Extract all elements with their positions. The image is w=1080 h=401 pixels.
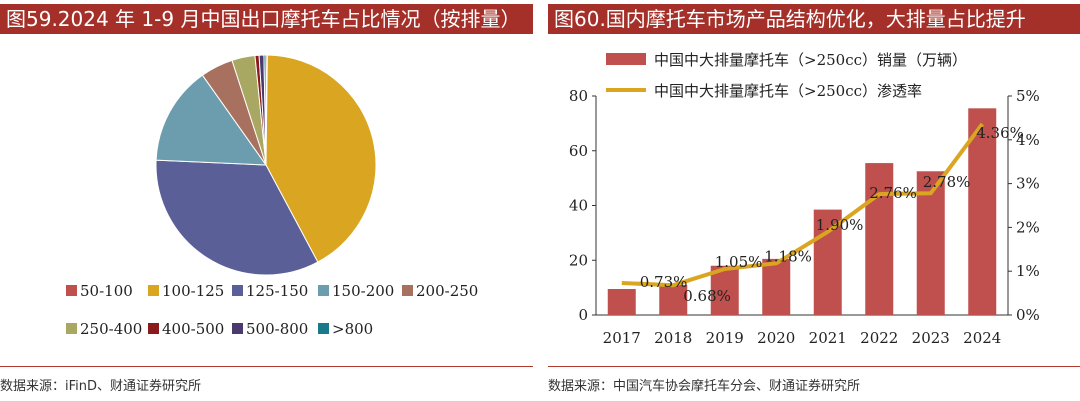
legend-swatch-2 <box>148 285 159 296</box>
legend-swatch-7 <box>148 323 159 334</box>
legend-swatch-9 <box>318 323 329 334</box>
pie-slice-3 <box>155 159 319 276</box>
pie-slice-9 <box>263 54 267 166</box>
x-tick-label-2023: 2023 <box>912 329 950 347</box>
right-panel: 图60.国内摩托车市场产品结构优化，大排量占比提升 0 20 40 60 80 0% 1% 2… <box>548 0 1080 401</box>
legend-label-1: 50-100 <box>80 282 133 300</box>
data-label-2023: 2.78% <box>923 173 971 191</box>
penetration-rate-line <box>621 122 984 288</box>
legend-label-9: >800 <box>332 320 373 338</box>
right-chart-title: 图60.国内摩托车市场产品结构优化，大排量占比提升 <box>548 4 1080 34</box>
x-tick-label-2022: 2022 <box>860 329 898 347</box>
x-tick-label-2021: 2021 <box>809 329 847 347</box>
bar-2022 <box>865 163 894 315</box>
left-tick-label-0: 0 <box>578 306 588 324</box>
bar-2018 <box>659 284 688 315</box>
left-tick-label-3: 60 <box>569 142 588 160</box>
left-tick-label-2: 40 <box>569 197 588 215</box>
legend-swatch-4 <box>318 285 329 296</box>
data-label-2020: 1.18% <box>764 247 812 265</box>
x-tick-label-2019: 2019 <box>706 329 744 347</box>
right-tick-label-2: 2% <box>1016 218 1040 236</box>
combo-chart: 0 20 40 60 80 0% 1% 2% 3% 4% 5% 2017 2018 2019 2020 202… <box>569 51 1040 347</box>
data-label-2017: 0.73% <box>640 273 688 291</box>
left-panel: 图59.2024 年 1-9 月中国出口摩托车占比情况（按排量） 50-100 1… <box>0 0 533 401</box>
bar-2024 <box>968 108 997 315</box>
legend-swatch-1 <box>66 285 77 296</box>
legend-label-7: 400-500 <box>162 320 224 338</box>
legend-label-4: 150-200 <box>332 282 394 300</box>
left-tick-label-1: 20 <box>569 251 588 269</box>
legend-label-2: 100-125 <box>162 282 224 300</box>
x-tick-label-2024: 2024 <box>963 329 1001 347</box>
data-label-2022: 2.76% <box>869 184 917 202</box>
right-tick-label-5: 5% <box>1016 87 1040 105</box>
x-tick-label-2018: 2018 <box>654 329 692 347</box>
bar-2017 <box>607 288 636 315</box>
left-divider <box>0 366 533 367</box>
pie-chart: 50-100 100-125 125-150 150-200 200-250 250-40… <box>66 54 478 338</box>
right-tick-label-0: 0% <box>1016 306 1040 324</box>
data-label-2019: 1.05% <box>715 253 763 271</box>
data-label-2024: 4.36% <box>976 124 1024 142</box>
legend-swatch-5 <box>402 285 413 296</box>
legend-label-3: 125-150 <box>246 282 308 300</box>
legend-swatch-6 <box>66 323 77 334</box>
left-source: 数据来源：iFinD、财通证券研究所 <box>0 379 202 394</box>
legend-bar-swatch <box>606 53 646 65</box>
legend-label-6: 250-400 <box>80 320 142 338</box>
legend-label-5: 200-250 <box>416 282 478 300</box>
pie-slice-4 <box>155 74 267 166</box>
right-tick-label-4: 4% <box>1016 131 1040 149</box>
legend-line-label: 中国中大排量摩托车（>250cc）渗透率 <box>654 82 922 100</box>
legend-label-8: 500-800 <box>246 320 308 338</box>
right-tick-label-1: 1% <box>1016 262 1040 280</box>
legend-swatch-3 <box>232 285 243 296</box>
right-divider <box>548 366 1080 367</box>
bar-2020 <box>762 258 791 315</box>
legend-swatch-8 <box>232 323 243 334</box>
left-tick-label-4: 80 <box>569 87 588 105</box>
legend-bar-label: 中国中大排量摩托车（>250cc）销量（万辆） <box>654 51 967 69</box>
pie-slice-2 <box>265 54 377 263</box>
x-tick-label-2017: 2017 <box>603 329 641 347</box>
right-source: 数据来源：中国汽车协会摩托车分会、财通证券研究所 <box>548 379 861 394</box>
left-chart-title: 图59.2024 年 1-9 月中国出口摩托车占比情况（按排量） <box>0 4 533 34</box>
x-tick-label-2020: 2020 <box>757 329 795 347</box>
data-label-2021: 1.90% <box>816 216 864 234</box>
data-label-2018: 0.68% <box>683 287 731 305</box>
right-tick-label-3: 3% <box>1016 175 1040 193</box>
